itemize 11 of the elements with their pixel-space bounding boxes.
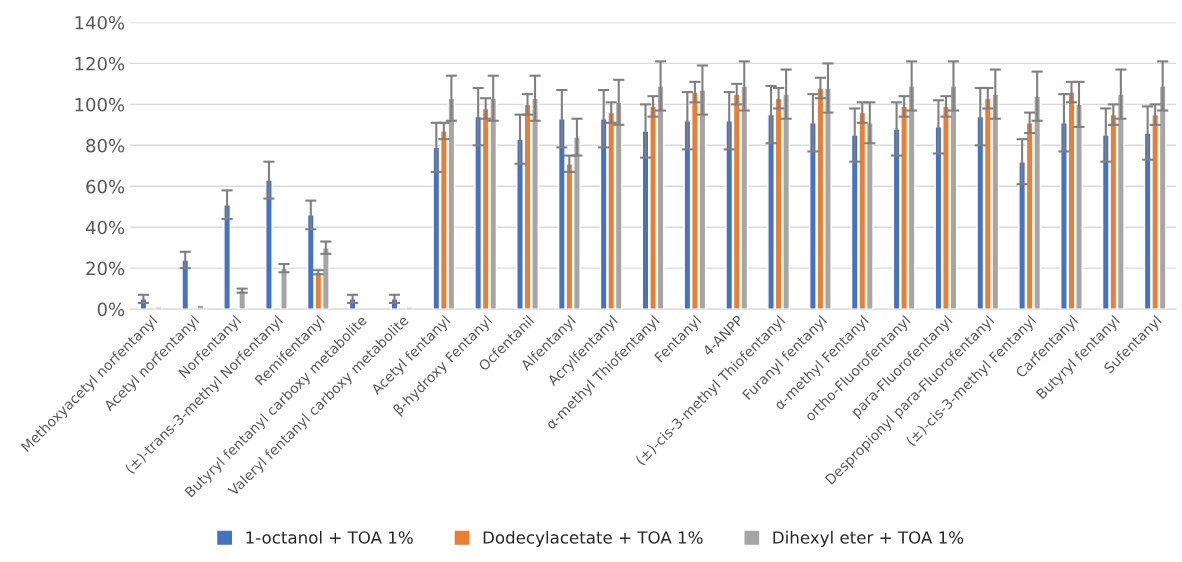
y-tick-label: 40% [85,220,125,235]
y-tick-label: 120% [75,56,125,71]
y-tick-label: 100% [75,97,125,112]
y-tick-label: 20% [86,261,125,276]
legend-label: Dihexyl eter + TOA 1% [773,530,964,547]
legend-label: Dodecylacetate + TOA 1% [483,530,703,547]
y-tick-label: 60% [86,179,125,194]
y-tick-label: 80% [86,138,125,153]
y-tick-label: 0% [97,302,125,317]
legend-label: 1-octanol + TOA 1% [246,530,413,544]
y-tick-label: 140% [75,15,125,30]
